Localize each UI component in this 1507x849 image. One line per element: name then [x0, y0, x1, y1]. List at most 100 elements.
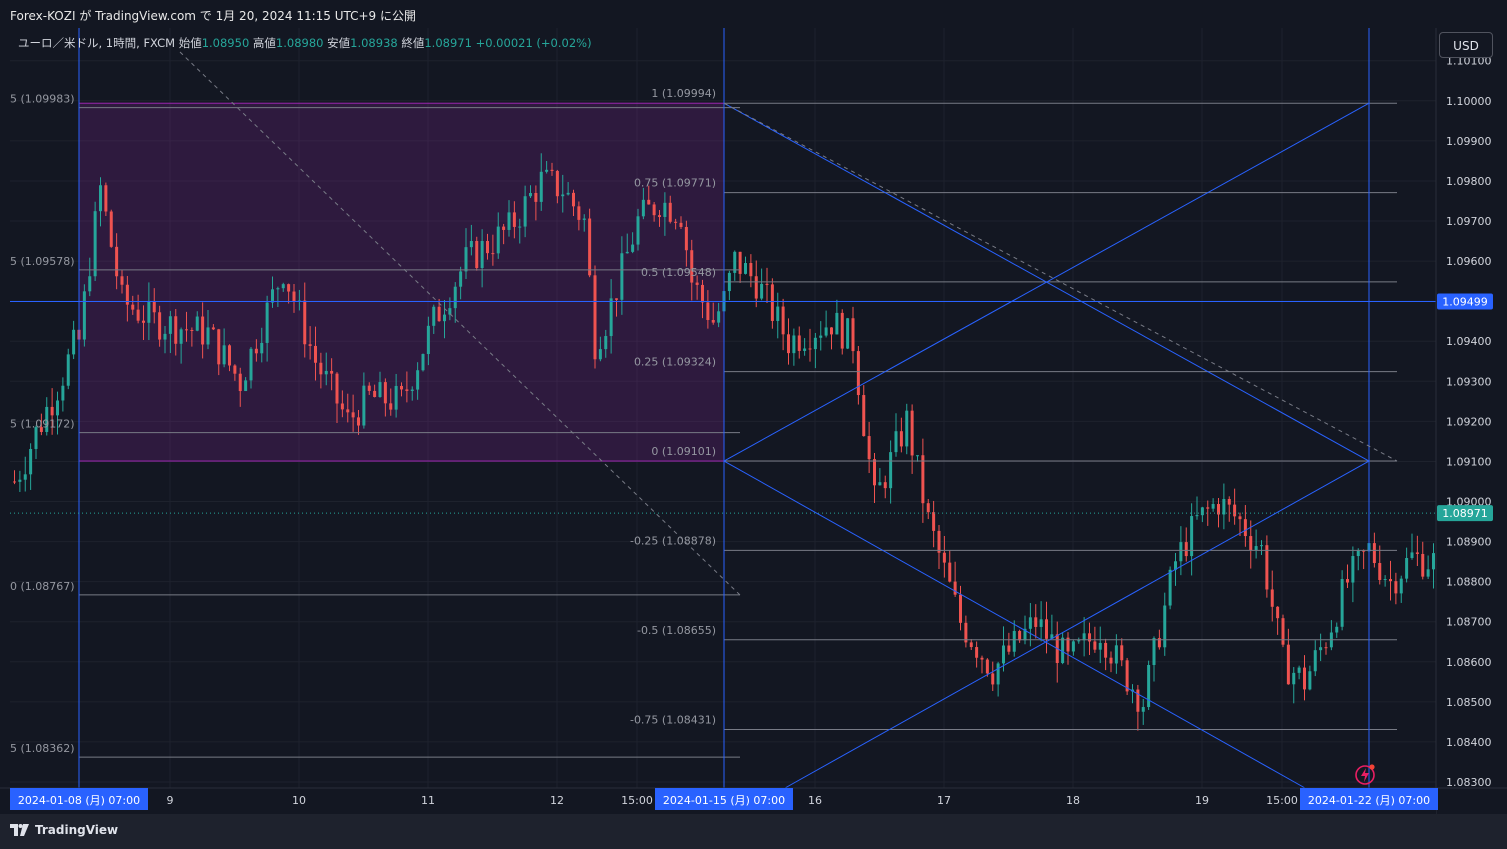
candle-body	[910, 410, 914, 456]
candle-body	[249, 348, 253, 381]
candle-body	[561, 194, 565, 197]
tradingview-logo[interactable]: TradingView	[10, 823, 118, 837]
candle-body	[609, 298, 613, 337]
candle-body	[448, 308, 452, 315]
price-tick-label: 1.09100	[1446, 455, 1492, 468]
trend-lines	[10, 28, 1436, 789]
candle-body	[1356, 550, 1360, 557]
candle-body	[1270, 589, 1274, 607]
candle-body	[652, 204, 656, 216]
candle-body	[1292, 672, 1296, 685]
candle-body	[1276, 606, 1280, 619]
candle-body	[588, 218, 592, 276]
candle-body	[684, 226, 688, 251]
candle-body	[1346, 579, 1349, 583]
candle-body	[1238, 516, 1242, 520]
time-axis-badge	[655, 788, 793, 810]
candle-body	[797, 335, 801, 351]
price-tick-label: 1.08400	[1446, 736, 1492, 749]
candle-body	[109, 211, 113, 247]
candle-body	[674, 221, 678, 223]
candle-body	[335, 373, 339, 404]
candle-body	[883, 482, 887, 489]
time-tick-label: 10	[292, 794, 306, 807]
price-tick-label: 1.08800	[1446, 576, 1492, 589]
candle-body	[303, 300, 307, 345]
candle-body	[39, 427, 43, 432]
candle-body	[647, 199, 651, 205]
candle-body	[254, 348, 258, 354]
candle-body	[555, 170, 559, 197]
candle-body	[378, 382, 382, 397]
candle-body	[512, 212, 516, 227]
candle-body	[1254, 546, 1258, 551]
candle-body	[1405, 557, 1409, 579]
candle-body	[985, 659, 989, 674]
price-tick-label: 1.08700	[1446, 616, 1492, 629]
candle-body	[125, 284, 129, 305]
time-tick-label: 15:00	[621, 794, 653, 807]
symbol-label[interactable]: ユーロ／米ドル, 1時間, FXCM	[18, 36, 176, 50]
candle-body	[330, 370, 334, 374]
candle-body	[168, 316, 172, 334]
candle-body	[1147, 664, 1151, 708]
candle-body	[1061, 637, 1065, 664]
candle-body	[701, 284, 704, 303]
candle-body	[1383, 579, 1387, 581]
price-tick-label: 1.08300	[1446, 776, 1492, 789]
candle-body	[1217, 504, 1220, 515]
candle-body	[206, 327, 210, 345]
fib-right-label: 0 (1.09101)	[651, 445, 716, 458]
candle-body	[292, 291, 296, 303]
candle-body	[475, 240, 479, 269]
candle-body	[88, 276, 92, 292]
fib-right-label: 0.75 (1.09771)	[634, 177, 716, 190]
candle-body	[942, 552, 946, 563]
candle-body	[1362, 550, 1366, 552]
candle-body	[534, 193, 538, 202]
candle-body	[1007, 645, 1011, 652]
candle-body	[539, 171, 543, 202]
candle-body	[260, 342, 264, 354]
candle-body	[862, 395, 866, 437]
high-value: 1.08980	[275, 36, 324, 50]
price-tick-label: 1.09300	[1446, 375, 1492, 388]
candle-body	[147, 300, 151, 323]
axis-labels: 1.08300 1.08400 1.08500 1.08600 1.08700 1.088…	[10, 55, 1493, 810]
currency-button[interactable]: USD	[1439, 32, 1493, 58]
candle-body	[615, 298, 618, 300]
candle-body	[792, 335, 796, 354]
time-tick-label: 11	[421, 794, 435, 807]
price-tick-label: 1.08500	[1446, 696, 1492, 709]
candle-body	[56, 400, 59, 416]
candle-body	[1152, 638, 1156, 665]
candle-body	[916, 455, 919, 457]
candle-body	[754, 276, 758, 299]
candle-body	[222, 345, 226, 365]
candle-body	[749, 262, 753, 277]
footer-bar: TradingView	[0, 814, 1507, 849]
candle-body	[867, 436, 871, 460]
candle-body	[824, 327, 828, 336]
candle-body	[507, 212, 511, 230]
candle-body	[1378, 563, 1382, 581]
time-tick-label: 17	[937, 794, 951, 807]
candle-body	[1308, 671, 1312, 690]
price-tick-label: 1.08600	[1446, 656, 1492, 669]
flash-alert-icon[interactable]	[1354, 763, 1378, 787]
candle-body	[969, 642, 973, 648]
candle-body	[287, 284, 291, 292]
candle-body	[1227, 498, 1231, 505]
fib-right-label: 1 (1.09994)	[651, 87, 716, 100]
candle-body	[620, 253, 624, 300]
candle-body	[443, 314, 446, 322]
candle-body	[738, 251, 742, 274]
candle-body	[346, 409, 350, 413]
candle-body	[1168, 569, 1172, 606]
price-badge	[1437, 293, 1493, 310]
price-tick-label: 1.08900	[1446, 536, 1492, 549]
candle-body	[152, 300, 156, 313]
close-label: 終値	[401, 36, 425, 50]
candle-body	[66, 354, 70, 386]
